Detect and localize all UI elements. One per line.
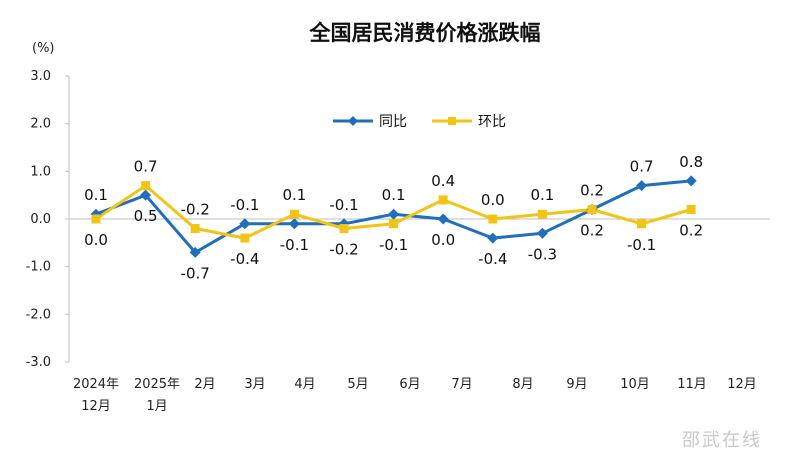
data-point-yoy xyxy=(189,246,201,258)
data-label-yoy: 0.1 xyxy=(382,186,406,204)
data-label-mom: 0.1 xyxy=(530,186,554,204)
x-tick-label: 2月 xyxy=(194,377,215,392)
x-tick-label: 10月 xyxy=(620,377,650,392)
data-labels: 0.1 0.0 0.5 0.7 -0.7 -0.2 -0.1 -0.4 -0.1 0.1 -0.1 -… xyxy=(84,153,703,283)
x-tick-label: 1月 xyxy=(146,399,167,414)
data-point-mom xyxy=(686,204,696,214)
legend-label: 同比 xyxy=(379,114,407,130)
y-tick-label: 1.0 xyxy=(30,164,51,179)
series-layer xyxy=(90,175,697,258)
data-point-mom xyxy=(339,224,349,234)
y-tick-label: -3.0 xyxy=(26,355,51,370)
x-tick-label: 12月 xyxy=(81,399,111,414)
data-point-mom xyxy=(389,219,399,229)
data-label-yoy: -0.1 xyxy=(230,196,259,214)
data-point-mom xyxy=(190,224,200,234)
legend-label: 环比 xyxy=(478,114,506,130)
data-point-mom xyxy=(289,209,299,219)
legend: 同比 环比 xyxy=(333,114,506,130)
data-point-yoy xyxy=(685,175,697,187)
data-point-yoy xyxy=(536,227,548,239)
data-point-yoy xyxy=(487,232,499,244)
data-label-yoy: -0.1 xyxy=(329,196,358,214)
data-label-mom: 0.4 xyxy=(431,172,455,190)
y-tick-label: -2.0 xyxy=(26,307,51,322)
data-label-yoy: -0.1 xyxy=(280,236,309,254)
x-tick-label: 12月 xyxy=(727,377,757,392)
data-label-mom: -0.2 xyxy=(181,201,210,219)
data-label-mom: 0.1 xyxy=(282,186,306,204)
data-point-yoy xyxy=(437,213,449,225)
y-tick-label: 0.0 xyxy=(30,212,51,227)
data-point-mom xyxy=(438,195,448,205)
x-tick-label: 8月 xyxy=(512,377,533,392)
data-label-mom: -0.1 xyxy=(379,236,408,254)
data-label-mom: 0.2 xyxy=(580,221,604,239)
watermark: 邵武在线 xyxy=(682,430,762,451)
data-point-yoy xyxy=(239,218,251,230)
data-label-mom: 0.2 xyxy=(679,221,703,239)
data-label-mom: -0.2 xyxy=(329,241,358,259)
data-point-yoy xyxy=(288,218,300,230)
data-label-yoy: 0.1 xyxy=(84,186,108,204)
data-point-mom xyxy=(141,181,151,191)
data-label-mom: 0.7 xyxy=(134,158,158,176)
y-tick-labels: 3.0 2.0 1.0 0.0 -1.0 -2.0 -3.0 xyxy=(26,69,69,370)
y-axis-unit-label: (%) xyxy=(32,41,55,56)
x-tick-label: 2025年 xyxy=(134,377,180,392)
data-label-mom: -0.4 xyxy=(230,250,259,268)
data-label-yoy: -0.7 xyxy=(181,264,210,282)
x-tick-label: 2024年 xyxy=(73,377,119,392)
data-point-mom xyxy=(488,214,498,224)
data-label-yoy: 0.7 xyxy=(630,158,654,176)
x-tick-label: 5月 xyxy=(347,377,368,392)
y-tick-label: 2.0 xyxy=(30,117,51,132)
x-tick-label: 11月 xyxy=(677,377,707,392)
chart-title: 全国居民消费价格涨跌幅 xyxy=(309,21,541,45)
x-tick-label: 7月 xyxy=(451,377,472,392)
data-label-mom: -0.1 xyxy=(627,236,656,254)
data-point-yoy xyxy=(636,180,648,192)
data-label-yoy: 0.8 xyxy=(679,153,703,171)
data-point-mom xyxy=(240,233,250,243)
axes xyxy=(68,76,770,362)
x-tick-label: 9月 xyxy=(566,377,587,392)
x-tick-label: 4月 xyxy=(294,377,315,392)
data-label-mom: 0.0 xyxy=(84,231,108,249)
x-tick-label: 3月 xyxy=(244,377,265,392)
y-tick-label: 3.0 xyxy=(30,69,51,84)
data-point-yoy xyxy=(388,208,400,220)
data-point-yoy xyxy=(140,189,152,201)
legend-marker xyxy=(348,116,358,126)
data-point-mom xyxy=(537,209,547,219)
data-label-yoy: -0.3 xyxy=(528,245,557,263)
data-label-yoy: 0.2 xyxy=(580,181,604,199)
legend-marker xyxy=(448,117,456,125)
data-label-yoy: 0.5 xyxy=(134,207,158,225)
x-tick-labels: 2024年 12月 2025年 1月 2月 3月 4月 5月 6月 7月 8月 9月 10月 11月 12月 xyxy=(73,377,757,414)
y-tick-label: -1.0 xyxy=(26,260,51,275)
data-label-yoy: 0.0 xyxy=(431,231,455,249)
data-point-mom xyxy=(91,214,101,224)
data-label-mom: 0.0 xyxy=(481,191,505,209)
data-point-mom xyxy=(637,219,647,229)
data-point-mom xyxy=(587,204,597,214)
data-label-yoy: -0.4 xyxy=(478,250,507,268)
x-tick-label: 6月 xyxy=(399,377,420,392)
